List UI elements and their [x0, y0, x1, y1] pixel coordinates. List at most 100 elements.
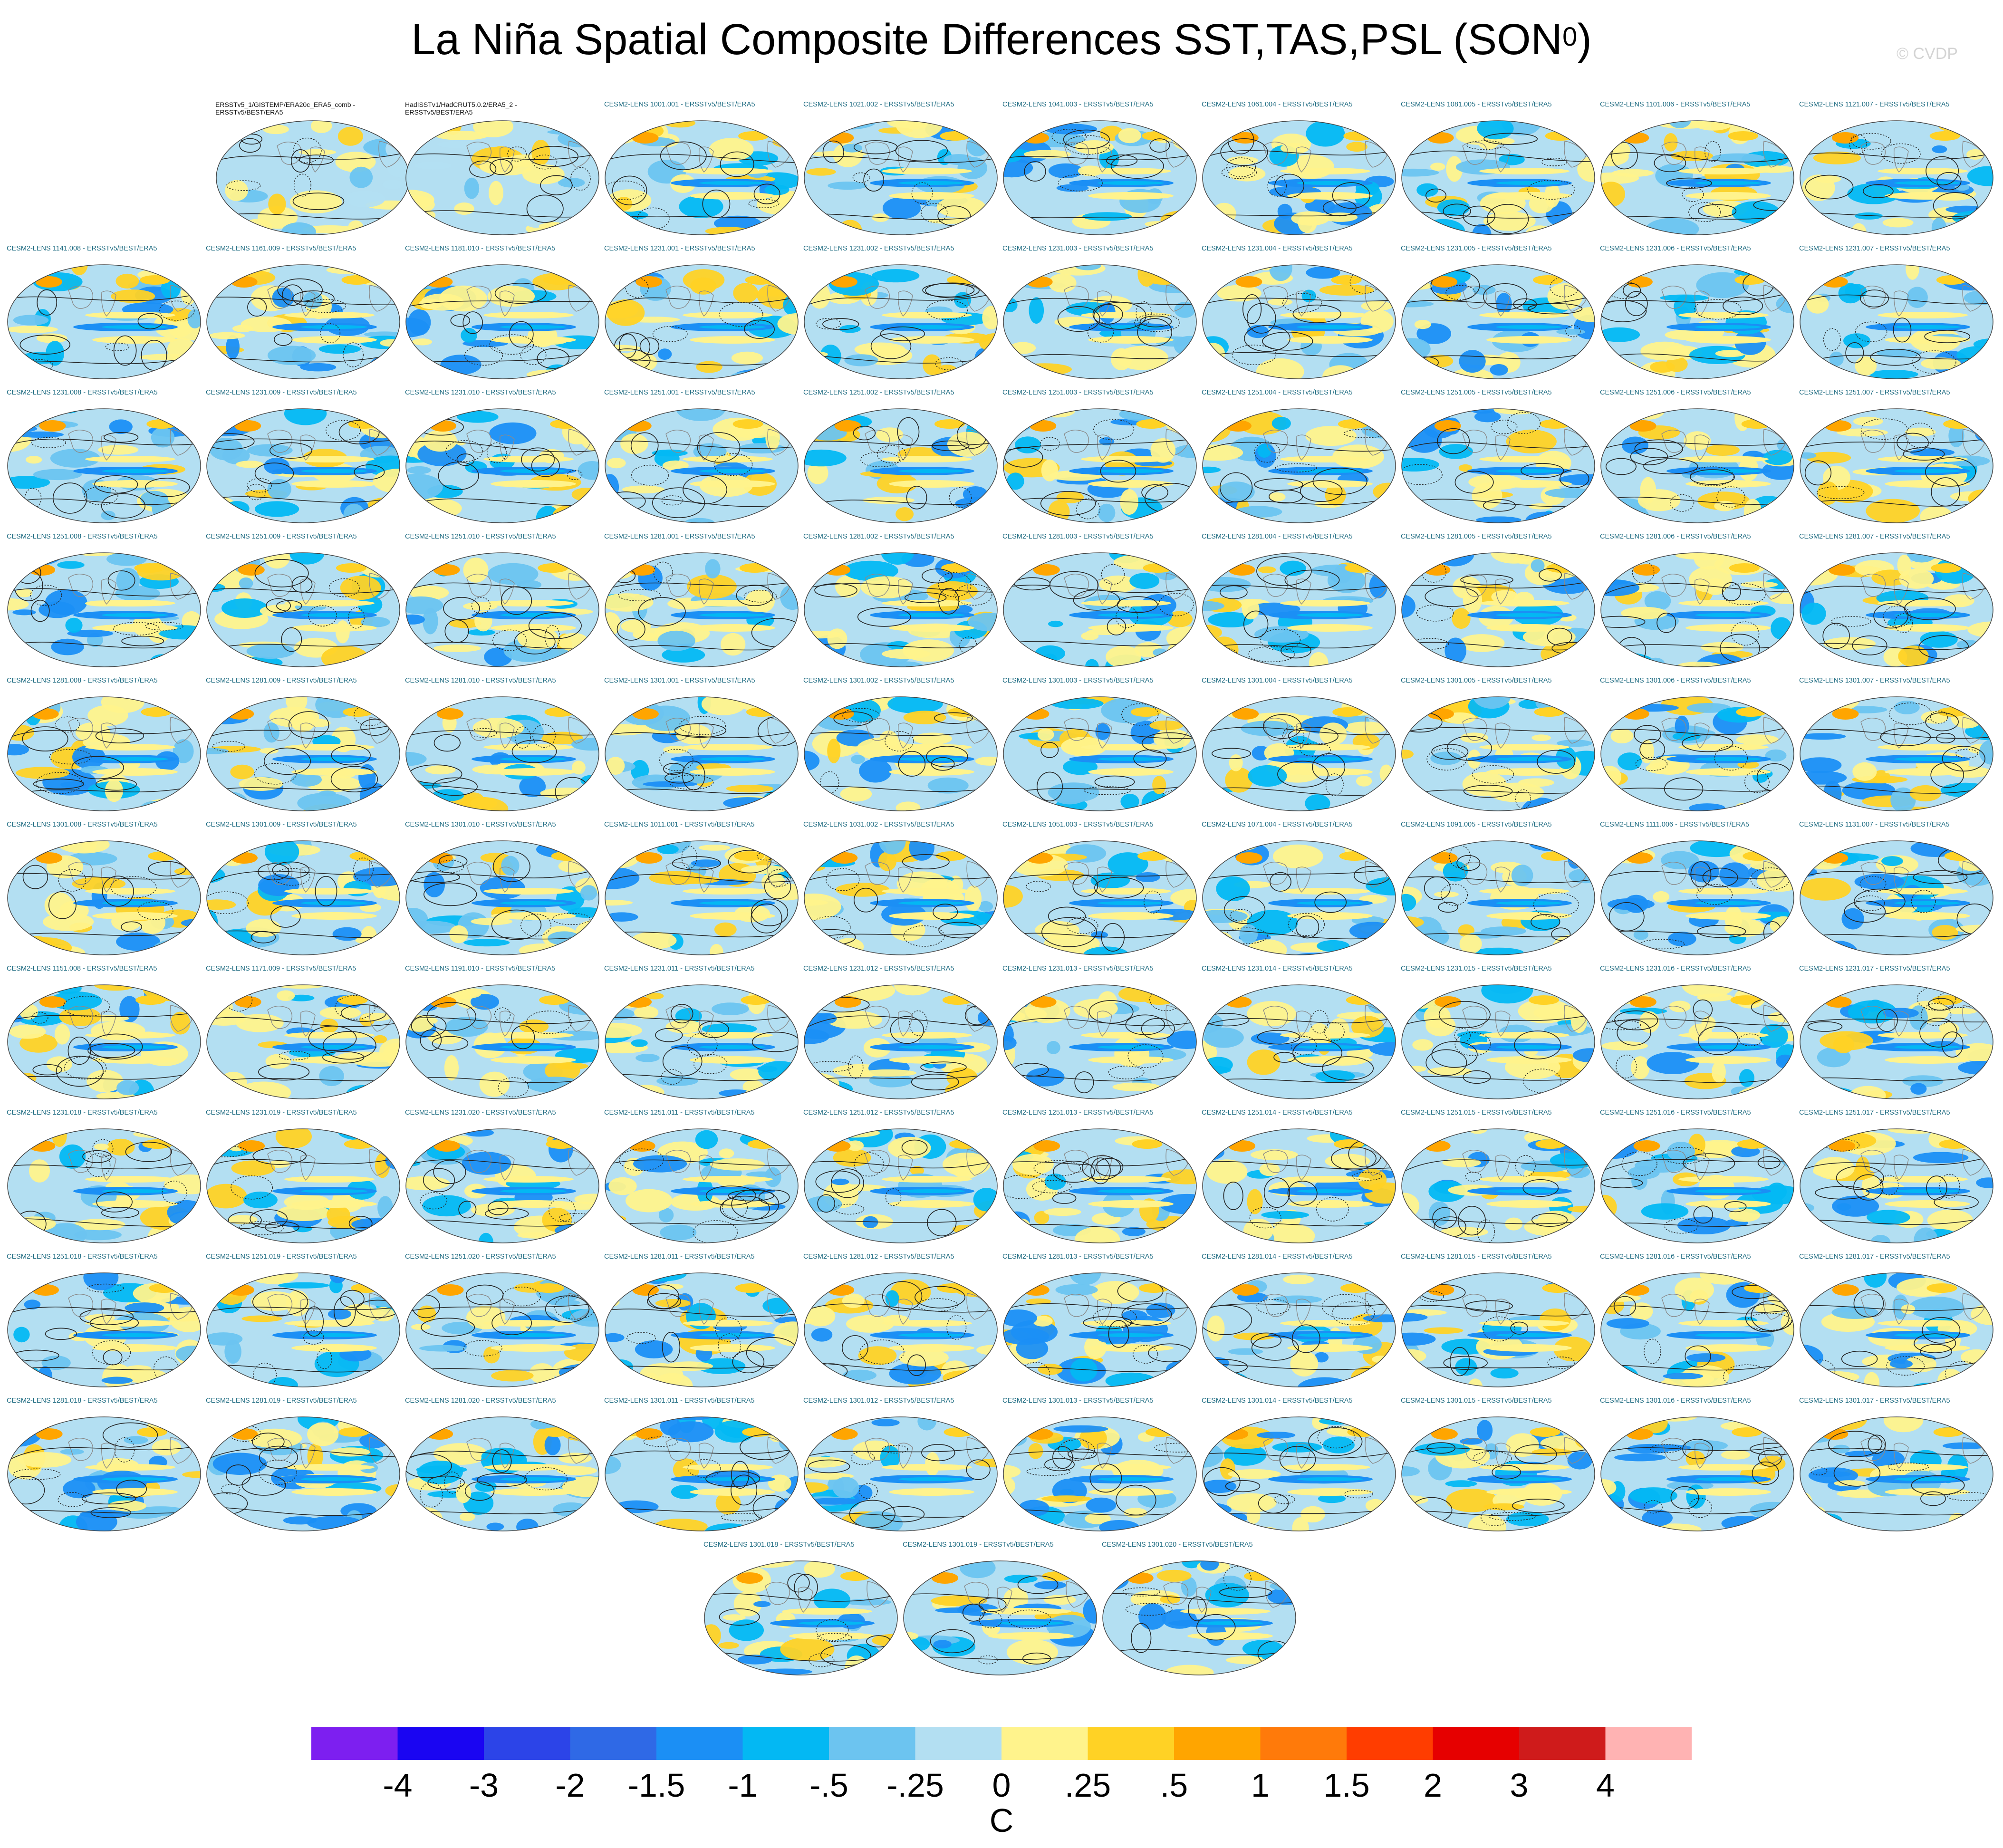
psl-contour [1666, 177, 1712, 189]
warm-patch [1729, 563, 1760, 573]
anomaly-patch [17, 367, 31, 379]
psl-contour [409, 1303, 596, 1311]
psl-contour-negative [1067, 917, 1098, 934]
warm-patch [1130, 707, 1161, 717]
warm-band [85, 744, 175, 751]
anomaly-patch [1247, 939, 1287, 955]
map-plot [1202, 408, 1396, 523]
warm-band [690, 624, 775, 632]
psl-contour [1922, 1317, 1961, 1344]
anomaly-patch [290, 711, 316, 732]
psl-contour [1273, 1052, 1296, 1063]
map-panel: CESM2-LENS 1251.006 - ERSSTv5/BEST/ERA5 [1600, 389, 1795, 524]
anomaly-patch [565, 807, 582, 811]
cold-tongue-core [898, 469, 965, 473]
anomaly-patch [1402, 300, 1434, 308]
map-border [1401, 552, 1595, 667]
psl-contour [890, 1016, 924, 1044]
cold-tongue-core [1894, 181, 1961, 185]
psl-contour [1625, 291, 1648, 316]
psl-contour [102, 876, 134, 907]
anomaly-patch [406, 368, 450, 379]
psl-contour-negative [279, 1051, 310, 1060]
coastline [1564, 141, 1587, 168]
psl-contour [1752, 1461, 1779, 1485]
psl-contour [1803, 153, 1990, 160]
anomaly-patch [1005, 1011, 1026, 1021]
psl-contour [1941, 1031, 1964, 1058]
warm-band [889, 768, 974, 776]
psl-contour [210, 871, 396, 883]
anomaly-patch [1014, 436, 1041, 453]
anomaly-patch [1732, 201, 1780, 224]
psl-contour [808, 1217, 994, 1223]
psl-contour [443, 597, 480, 620]
anomaly-patch [926, 197, 940, 206]
anomaly-patch [1832, 1444, 1850, 1453]
psl-contour [409, 730, 596, 736]
psl-contour-negative [1288, 913, 1325, 936]
coastline [1695, 146, 1710, 173]
coastline [170, 1437, 193, 1464]
anomaly-patch [406, 1359, 421, 1385]
map-panel: CESM2-LENS 1251.010 - ERSSTv5/BEST/ERA5 [405, 533, 600, 668]
psl-contour [1512, 1498, 1565, 1513]
map-plot [804, 120, 998, 235]
warm-band [1885, 1056, 1970, 1064]
psl-contour [882, 1506, 925, 1522]
anomaly-patch [741, 865, 786, 874]
psl-contour [663, 763, 684, 775]
anomaly-patch [1273, 1295, 1322, 1304]
psl-contour [1256, 556, 1312, 586]
anomaly-patch [806, 168, 836, 176]
coastline [369, 1149, 392, 1176]
anomaly-patch [1458, 464, 1473, 472]
psl-contour [1141, 484, 1168, 501]
anomaly-patch [1247, 910, 1298, 936]
cold-tongue-core [301, 1333, 367, 1337]
coastline [1894, 722, 1909, 749]
psl-contour-negative [464, 345, 503, 366]
psl-contour-negative [1523, 1068, 1561, 1093]
anomaly-patch [1009, 342, 1036, 354]
psl-contour-negative [903, 925, 945, 947]
psl-contour [655, 1028, 683, 1042]
map-plot [1600, 408, 1794, 523]
anomaly-patch [425, 765, 456, 775]
anomaly-patch [608, 1359, 633, 1374]
map-plot [1003, 552, 1197, 667]
anomaly-patch [741, 1236, 780, 1243]
anomaly-patch [987, 1372, 997, 1387]
anomaly-patch [1048, 620, 1063, 627]
psl-contour [751, 898, 789, 926]
warm-patch [632, 708, 659, 720]
warm-band [284, 1464, 375, 1471]
psl-contour-negative [669, 774, 714, 790]
cold-tongue-core [1695, 1045, 1762, 1049]
map-panel: CESM2-LENS 1251.018 - ERSSTv5/BEST/ERA5 [7, 1253, 202, 1388]
anomaly-patch [833, 1148, 871, 1167]
psl-contour [1121, 1303, 1172, 1326]
warm-band [1486, 912, 1572, 920]
anomaly-patch [881, 553, 915, 565]
anomaly-patch [1322, 1436, 1355, 1453]
anomaly-patch [1806, 295, 1829, 314]
anomaly-patch [966, 1374, 982, 1387]
anomaly-patch [1233, 1332, 1275, 1340]
anomaly-patch [1034, 1211, 1050, 1224]
psl-contour-negative [946, 1315, 967, 1340]
warm-patch [1933, 1427, 1964, 1437]
map-plot [1003, 408, 1197, 523]
psl-contour-negative [1316, 1197, 1349, 1222]
psl-contour [808, 1360, 994, 1371]
coastline [1495, 1011, 1511, 1037]
psl-contour [1314, 891, 1347, 913]
psl-contour [746, 1337, 798, 1368]
psl-contour [1251, 1332, 1282, 1348]
anomaly-patch [1402, 939, 1430, 947]
anomaly-patch [1672, 732, 1701, 741]
anomaly-patch [660, 1417, 681, 1436]
coastline [300, 1155, 316, 1181]
psl-contour-negative [1565, 325, 1581, 337]
psl-contour [1332, 182, 1370, 209]
